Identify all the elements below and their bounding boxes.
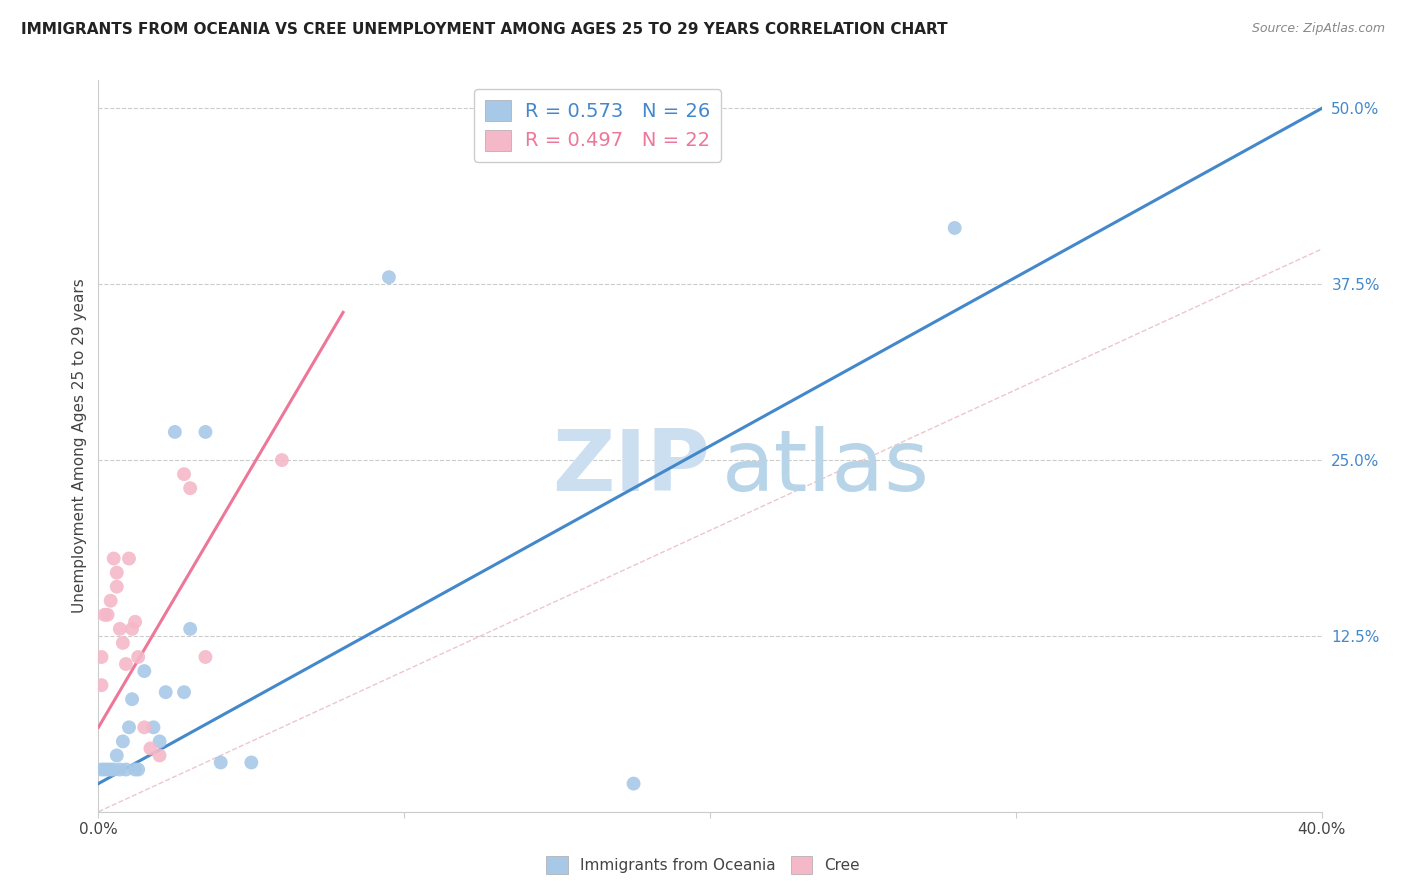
- Text: atlas: atlas: [723, 426, 931, 509]
- Point: [103, 763, 125, 777]
- Point: [179, 622, 201, 636]
- Point: [127, 763, 149, 777]
- Point: [194, 425, 217, 439]
- Point: [121, 622, 143, 636]
- Point: [142, 720, 165, 734]
- Point: [155, 685, 177, 699]
- Point: [90, 650, 112, 665]
- Point: [134, 664, 156, 678]
- Legend: Immigrants from Oceania, Cree: Immigrants from Oceania, Cree: [540, 850, 866, 880]
- Point: [105, 580, 128, 594]
- Point: [93, 607, 115, 622]
- Point: [100, 763, 122, 777]
- Text: Source: ZipAtlas.com: Source: ZipAtlas.com: [1251, 22, 1385, 36]
- Legend: R = 0.573   N = 26, R = 0.497   N = 22: R = 0.573 N = 26, R = 0.497 N = 22: [474, 89, 721, 161]
- Point: [97, 607, 120, 622]
- Point: [149, 748, 172, 763]
- Point: [127, 650, 149, 665]
- Point: [97, 763, 120, 777]
- Point: [378, 270, 401, 285]
- Point: [270, 453, 292, 467]
- Point: [118, 551, 141, 566]
- Point: [115, 763, 138, 777]
- Point: [134, 720, 156, 734]
- Point: [108, 622, 131, 636]
- Point: [240, 756, 263, 770]
- Point: [100, 593, 122, 607]
- Point: [105, 748, 128, 763]
- Point: [108, 763, 131, 777]
- Point: [623, 776, 645, 790]
- Point: [103, 551, 125, 566]
- Point: [124, 763, 146, 777]
- Point: [163, 425, 186, 439]
- Point: [173, 467, 195, 482]
- Text: ZIP: ZIP: [553, 426, 710, 509]
- Point: [90, 678, 112, 692]
- Point: [105, 566, 128, 580]
- Point: [111, 636, 134, 650]
- Point: [194, 650, 217, 665]
- Text: IMMIGRANTS FROM OCEANIA VS CREE UNEMPLOYMENT AMONG AGES 25 TO 29 YEARS CORRELATI: IMMIGRANTS FROM OCEANIA VS CREE UNEMPLOY…: [21, 22, 948, 37]
- Point: [93, 763, 115, 777]
- Y-axis label: Unemployment Among Ages 25 to 29 years: Unemployment Among Ages 25 to 29 years: [72, 278, 87, 614]
- Point: [118, 720, 141, 734]
- Point: [115, 657, 138, 671]
- Point: [111, 734, 134, 748]
- Point: [173, 685, 195, 699]
- Point: [90, 763, 112, 777]
- Point: [209, 756, 232, 770]
- Point: [121, 692, 143, 706]
- Point: [179, 481, 201, 495]
- Point: [149, 734, 172, 748]
- Point: [139, 741, 162, 756]
- Point: [943, 221, 966, 235]
- Point: [124, 615, 146, 629]
